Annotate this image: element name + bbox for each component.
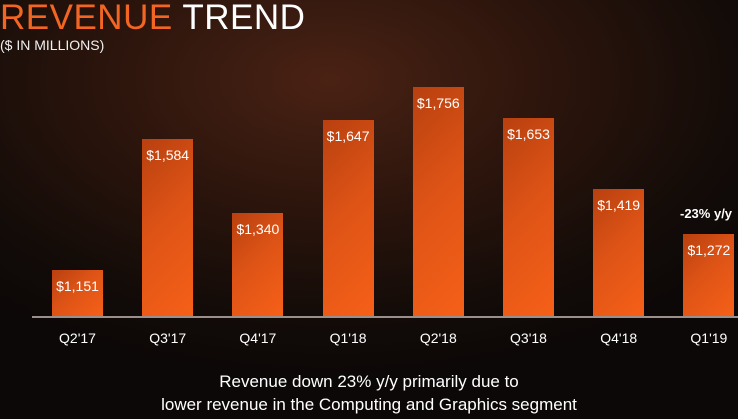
caption-line-2: lower revenue in the Computing and Graph… — [161, 395, 577, 414]
yoy-annotation: -23% y/y — [680, 206, 733, 221]
bar-value-label: $1,340 — [236, 221, 280, 237]
bar — [683, 233, 735, 316]
bar-value-label: $1,653 — [507, 126, 550, 143]
bar-value-label: $1,419 — [597, 197, 641, 214]
x-tick-label: Q4'18 — [600, 330, 638, 346]
x-tick-label: Q3'18 — [510, 330, 547, 346]
bar — [322, 120, 374, 316]
bar-value-label: $1,647 — [326, 128, 370, 145]
caption-line-1: Revenue down 23% y/y primarily due to — [219, 372, 519, 391]
x-tick-label: Q4'17 — [239, 330, 277, 346]
bar — [142, 139, 194, 316]
bar — [503, 118, 554, 316]
bar — [52, 270, 103, 316]
x-axis-line — [32, 316, 738, 318]
bar-value-label: $1,584 — [146, 147, 190, 164]
title-accent: REVENUE — [0, 0, 173, 37]
x-tick-label: Q1'18 — [329, 330, 367, 346]
bar — [593, 189, 645, 316]
chart-caption: Revenue down 23% y/y primarily due to lo… — [0, 370, 738, 416]
x-tick-label: Q1'19 — [690, 330, 728, 346]
chart-subtitle: ($ IN MILLIONS) — [0, 37, 105, 53]
bar — [232, 213, 284, 316]
x-tick-label: Q3'17 — [149, 330, 187, 346]
title-rest: TREND — [182, 0, 306, 37]
bar-value-label: $1,756 — [416, 95, 460, 111]
x-tick-label: Q2'18 — [419, 330, 457, 346]
bar-value-label: $1,151 — [56, 278, 99, 295]
x-tick-label: Q2'17 — [59, 330, 96, 346]
bar — [412, 87, 464, 316]
bar-value-label: $1,272 — [687, 241, 731, 258]
chart-title: REVENUE TREND — [0, 0, 305, 38]
